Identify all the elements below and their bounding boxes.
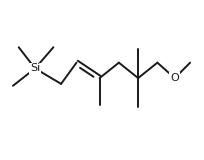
Text: O: O: [170, 73, 178, 83]
Text: Si: Si: [30, 64, 40, 73]
